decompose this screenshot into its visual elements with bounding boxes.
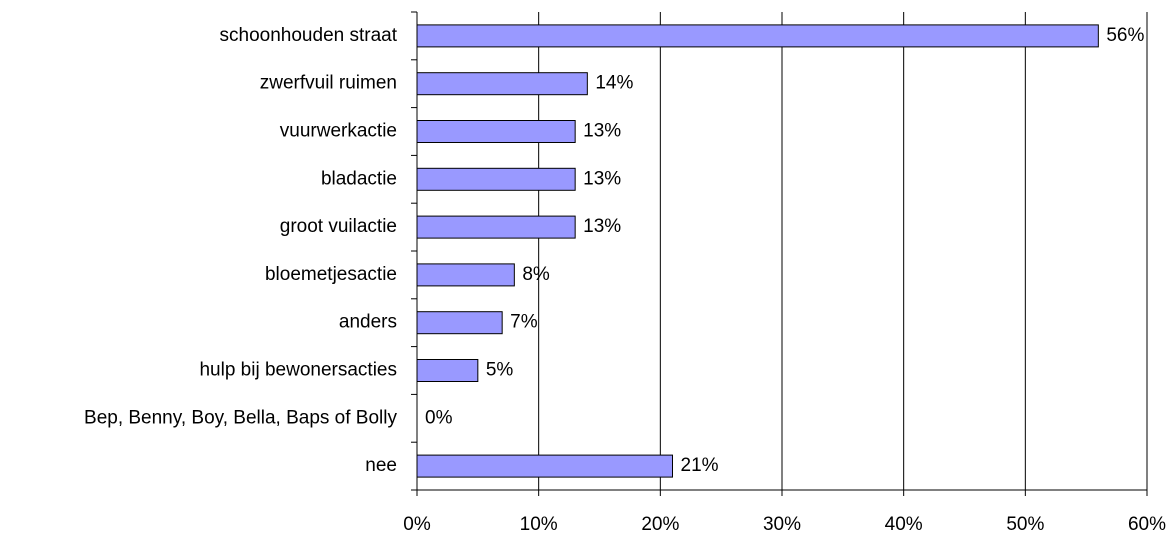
y-tick-label: zwerfvuil ruimen	[260, 73, 397, 94]
data-label: 14%	[595, 73, 633, 94]
bar	[416, 311, 503, 335]
y-tick-label: bloemetjesactie	[265, 264, 397, 285]
y-tick-label: nee	[365, 455, 397, 476]
data-label: 0%	[425, 407, 453, 428]
bar	[416, 167, 576, 191]
data-label: 5%	[486, 360, 514, 381]
x-tick-label: 30%	[763, 514, 801, 535]
y-tick-label: vuurwerkactie	[280, 121, 397, 142]
bar	[416, 215, 576, 239]
bar	[416, 120, 576, 143]
x-tick-label: 20%	[641, 514, 679, 535]
bar	[416, 72, 588, 96]
bar	[416, 359, 479, 382]
y-tick-label: groot vuilactie	[280, 216, 397, 237]
y-tick-label: anders	[339, 312, 397, 333]
bar	[416, 263, 515, 287]
y-tick-label: bladactie	[321, 168, 397, 189]
data-label: 21%	[681, 455, 719, 476]
data-label: 13%	[583, 168, 621, 189]
x-tick-label: 0%	[403, 514, 431, 535]
x-tick-label: 50%	[1006, 514, 1044, 535]
data-label: 7%	[510, 312, 538, 333]
y-tick-label: Bep, Benny, Boy, Bella, Baps of Bolly	[84, 407, 397, 428]
y-tick-label: schoonhouden straat	[220, 25, 398, 46]
data-label: 13%	[583, 216, 621, 237]
bar	[416, 454, 673, 478]
bar	[416, 24, 1099, 48]
data-label: 8%	[522, 264, 550, 285]
x-tick-label: 10%	[520, 514, 558, 535]
y-tick-label: hulp bij bewonersacties	[199, 360, 397, 381]
data-label: 13%	[583, 121, 621, 142]
x-tick-label: 40%	[885, 514, 923, 535]
x-tick-label: 60%	[1128, 514, 1166, 535]
data-label: 56%	[1106, 25, 1144, 46]
